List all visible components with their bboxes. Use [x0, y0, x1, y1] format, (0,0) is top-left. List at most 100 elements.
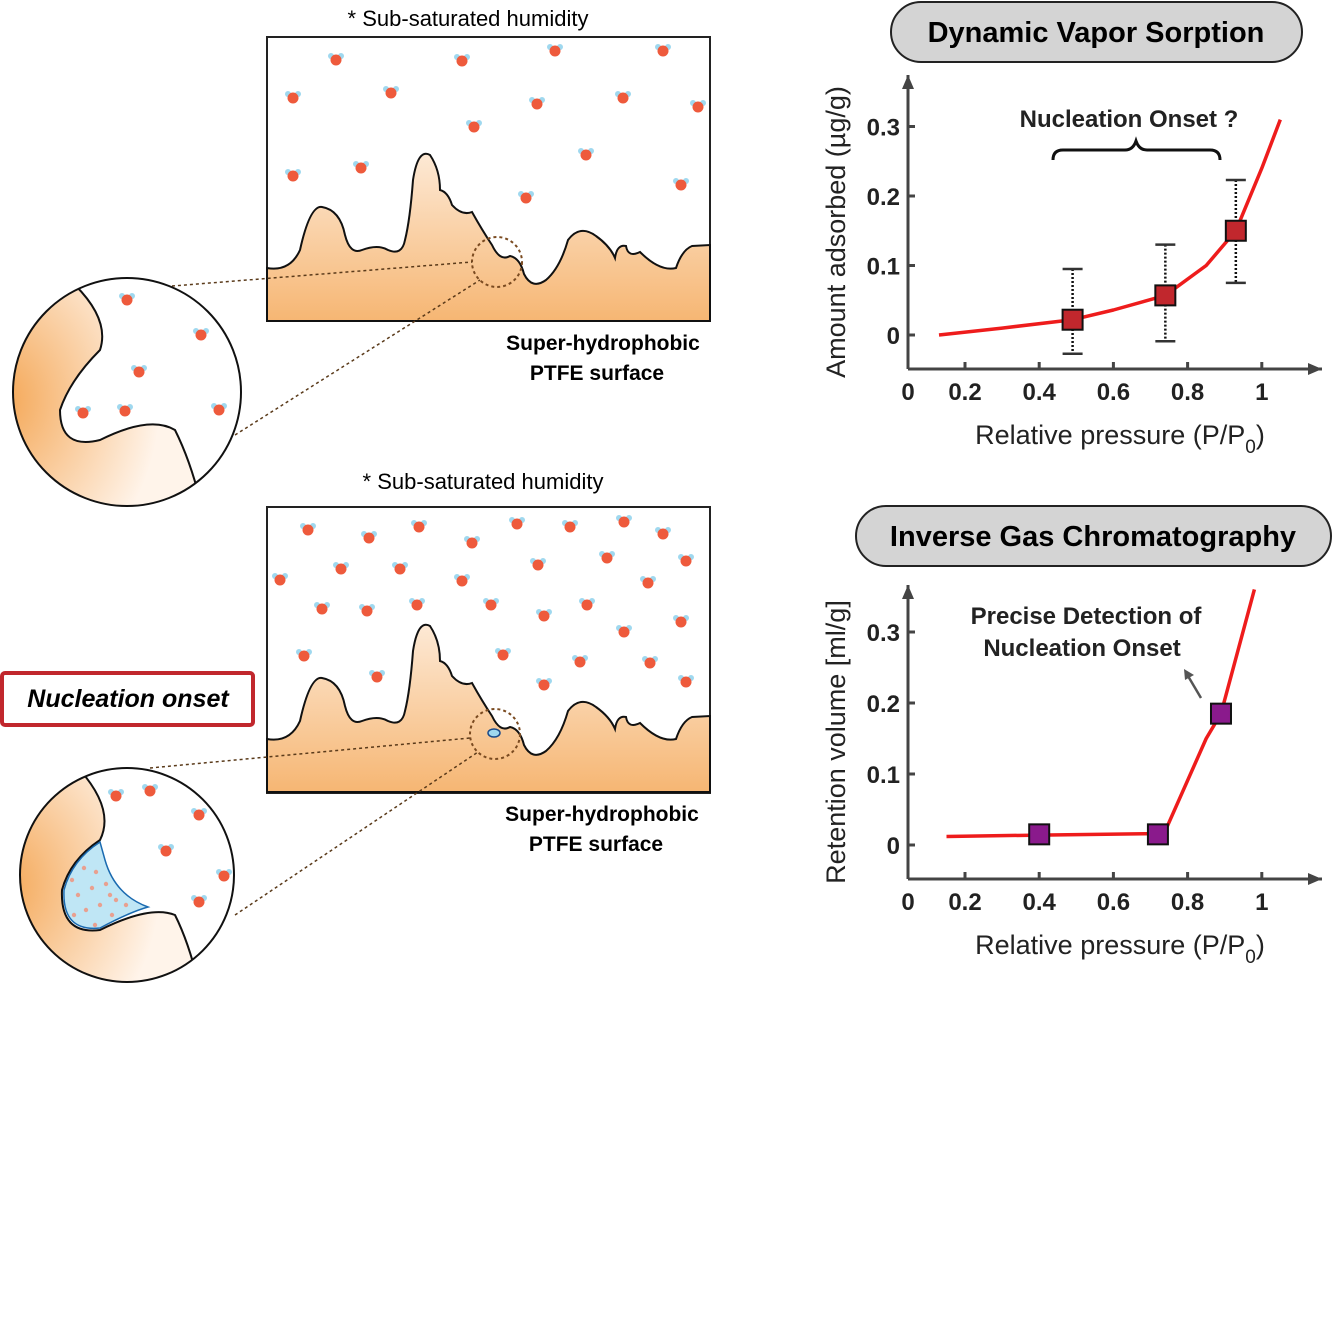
water-molecule-condensed — [103, 881, 109, 887]
water-molecule-condensed — [89, 885, 95, 891]
chart-title: Dynamic Vapor Sorption — [928, 17, 1265, 49]
callout-text: Nucleation onset — [27, 685, 230, 713]
magnifier-circle — [19, 767, 235, 983]
x-axis-label: Relative pressure (P/P0) — [975, 930, 1265, 968]
water-molecule — [353, 161, 369, 174]
zoom-line — [234, 279, 481, 436]
nucleation-onset-callout — [0, 671, 255, 727]
water-molecule-condensed — [75, 892, 81, 898]
water-molecule — [193, 328, 209, 341]
y-tick-label: 0.3 — [867, 115, 900, 142]
chart-title: Inverse Gas Chromatography — [890, 521, 1296, 553]
y-axis-arrow — [902, 75, 914, 89]
x-tick-label: 1 — [1255, 379, 1268, 406]
y-axis-arrow — [902, 585, 914, 599]
water-molecule — [211, 403, 227, 416]
y-tick-label: 0 — [887, 833, 900, 860]
x-tick-label: 0.8 — [1171, 379, 1204, 406]
water-molecule — [216, 869, 232, 882]
water-molecule — [300, 523, 316, 536]
arrow-head — [1184, 669, 1194, 680]
water-molecule — [117, 404, 133, 417]
water-molecule-condensed — [92, 922, 98, 928]
data-point — [1154, 284, 1177, 307]
x-tick-label: 0.8 — [1171, 889, 1204, 916]
water-molecule — [529, 97, 545, 110]
chart-title-pill — [890, 1, 1303, 63]
water-molecule — [411, 520, 427, 533]
x-tick-label: 0.2 — [948, 889, 981, 916]
surface-label: Super-hydrophobic — [505, 803, 699, 826]
water-molecule — [464, 536, 480, 549]
water-molecules — [69, 784, 232, 928]
water-molecule — [655, 527, 671, 540]
annotation: Nucleation Onset ? — [1020, 106, 1239, 133]
magnified-pore — [13, 278, 241, 506]
x-axis-label: Relative pressure (P/P0) — [975, 420, 1265, 458]
water-molecule-condensed — [93, 869, 99, 875]
water-molecule-condensed — [81, 865, 87, 871]
zoom-region-marker — [469, 708, 521, 760]
water-molecule — [466, 120, 482, 133]
water-molecule — [578, 148, 594, 161]
water-molecule — [191, 895, 207, 908]
x-axis-arrow — [1308, 363, 1322, 375]
water-molecule-condensed — [97, 902, 103, 908]
x-tick-label: 0 — [901, 379, 914, 406]
data-point — [1224, 219, 1247, 242]
magnifier-circle — [12, 277, 242, 507]
water-molecule — [131, 365, 147, 378]
zoom-line — [159, 261, 473, 288]
water-molecule — [272, 573, 288, 586]
ptfe-surface — [266, 152, 711, 322]
water-molecule — [547, 44, 563, 57]
dvs-chart: Dynamic Vapor Sorption 0 0.2 0.4 0.6 0.8 1 0 0.… — [821, 1, 1322, 458]
water-molecules — [75, 293, 227, 419]
water-molecule — [673, 615, 689, 628]
water-molecule-condensed — [69, 877, 75, 883]
humidity-note: * Sub-saturated humidity — [363, 469, 604, 494]
water-molecule — [296, 649, 312, 662]
water-molecule — [579, 598, 595, 611]
x-tick-label: 0.2 — [948, 379, 981, 406]
water-molecule — [678, 554, 694, 567]
water-molecule-condensed — [71, 912, 77, 918]
water-molecule-condensed — [107, 892, 113, 898]
water-molecule — [655, 44, 671, 57]
data-point — [1028, 823, 1051, 846]
x-tick-label: 0.4 — [1023, 889, 1057, 916]
x-tick-label: 0.6 — [1097, 889, 1130, 916]
y-axis-label: Amount adsorbed (µg/g) — [821, 86, 851, 378]
water-molecule — [536, 678, 552, 691]
water-molecule-condensed — [83, 907, 89, 913]
water-molecules — [272, 515, 694, 691]
magnified-pore — [20, 768, 234, 982]
igc-chart: Inverse Gas Chromatography 0 0.2 0.4 0.6 0.8… — [821, 505, 1332, 968]
water-molecule — [673, 178, 689, 191]
nucleus — [487, 728, 501, 738]
water-molecule — [333, 562, 349, 575]
y-tick-label: 0.1 — [867, 254, 900, 281]
water-molecule — [530, 558, 546, 571]
water-molecule — [285, 169, 301, 182]
annotation: Nucleation Onset — [983, 635, 1180, 662]
water-molecule — [616, 625, 632, 638]
surface-label: PTFE surface — [530, 362, 664, 385]
water-molecule — [599, 551, 615, 564]
water-molecule — [142, 784, 158, 797]
annotation: Precise Detection of — [971, 603, 1203, 630]
water-molecule — [642, 656, 658, 669]
brace — [1051, 136, 1222, 161]
water-molecule — [572, 655, 588, 668]
y-tick-label: 0.2 — [867, 184, 900, 211]
water-molecule-condensed — [109, 912, 115, 918]
water-molecule — [369, 670, 385, 683]
x-axis-arrow — [1308, 873, 1322, 885]
data-point — [1061, 308, 1084, 331]
y-axis-label: Retention volume [ml/g] — [821, 600, 851, 884]
surface-label: PTFE surface — [529, 833, 663, 856]
water-molecule — [536, 609, 552, 622]
water-molecule — [454, 574, 470, 587]
y-tick-label: 0 — [887, 323, 900, 350]
